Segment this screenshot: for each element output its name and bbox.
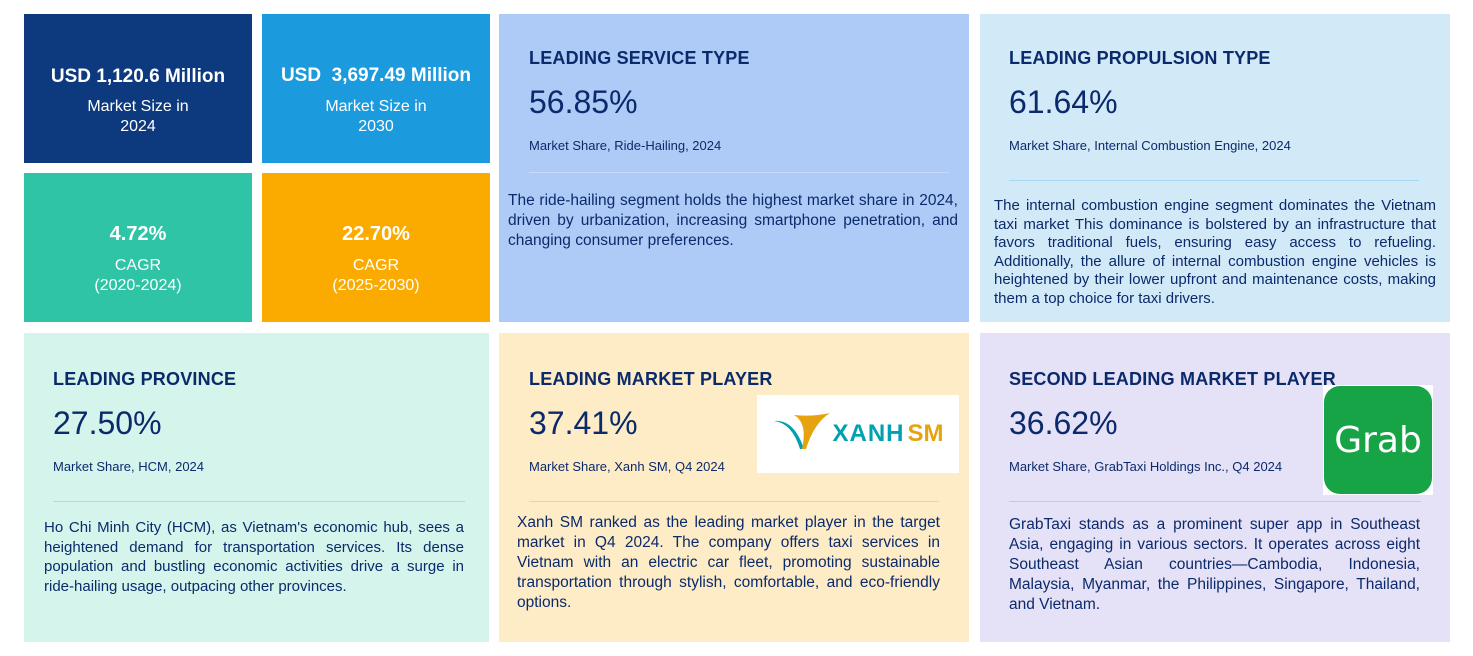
stat-value: USD 1,120.6 Million bbox=[50, 66, 226, 87]
card-subtitle: Market Share, Ride-Hailing, 2024 bbox=[529, 138, 722, 153]
card-second-leading-market-player: SECOND LEADING MARKET PLAYER 36.62% Mark… bbox=[980, 333, 1450, 642]
card-title: SECOND LEADING MARKET PLAYER bbox=[1009, 369, 1336, 389]
divider bbox=[529, 172, 949, 173]
card-percent: 37.41% bbox=[529, 405, 638, 441]
card-description: GrabTaxi stands as a prominent super app… bbox=[1009, 516, 1420, 613]
card-leading-market-player: LEADING MARKET PLAYER 37.41% Market Shar… bbox=[499, 333, 969, 642]
card-description: Xanh SM ranked as the leading market pla… bbox=[517, 514, 940, 611]
stat-value: 4.72% bbox=[109, 223, 167, 245]
stat-label: CAGR bbox=[352, 257, 400, 274]
card-subtitle: Market Share, HCM, 2024 bbox=[53, 459, 205, 474]
stat-market-size-2030: USD 3,697.49 Million Market Size in 2030 bbox=[262, 14, 490, 163]
card-title: LEADING SERVICE TYPE bbox=[529, 48, 750, 68]
stat-label: Market Size in bbox=[325, 98, 427, 115]
card-description: The internal combustion engine segment d… bbox=[994, 197, 1436, 307]
divider bbox=[1009, 180, 1419, 181]
divider bbox=[1009, 501, 1421, 502]
xanh-sm-icon bbox=[774, 413, 831, 449]
stat-label: (2020-2024) bbox=[94, 277, 182, 294]
stat-label: (2025-2030) bbox=[332, 277, 420, 294]
card-title: LEADING PROVINCE bbox=[53, 369, 237, 389]
card-leading-propulsion-type: LEADING PROPULSION TYPE 61.64% Market Sh… bbox=[980, 14, 1450, 322]
stat-market-size-2024: USD 1,120.6 Million Market Size in 2024 bbox=[24, 14, 252, 163]
card-percent: 27.50% bbox=[53, 405, 162, 441]
card-percent: 56.85% bbox=[529, 84, 638, 120]
card-title: LEADING MARKET PLAYER bbox=[529, 369, 773, 389]
grab-logo-icon: Grab bbox=[1324, 386, 1432, 494]
card-subtitle: Market Share, Internal Combustion Engine… bbox=[1009, 138, 1291, 153]
grab-logo-text: Grab bbox=[1334, 419, 1422, 461]
card-percent: 36.62% bbox=[1009, 405, 1118, 441]
stat-label: CAGR bbox=[114, 257, 162, 274]
stat-label: 2024 bbox=[120, 118, 156, 135]
xanh-logo-text-sm: SM bbox=[907, 420, 944, 447]
card-leading-service-type: LEADING SERVICE TYPE 56.85% Market Share… bbox=[499, 14, 969, 322]
card-percent: 61.64% bbox=[1009, 84, 1118, 120]
card-description: The ride-hailing segment holds the highe… bbox=[508, 192, 958, 249]
stat-label: Market Size in bbox=[87, 98, 189, 115]
stat-value: 22.70% bbox=[342, 223, 410, 245]
card-subtitle: Market Share, GrabTaxi Holdings Inc., Q4… bbox=[1009, 459, 1283, 474]
card-description: Ho Chi Minh City (HCM), as Vietnam's eco… bbox=[44, 519, 464, 595]
card-subtitle: Market Share, Xanh SM, Q4 2024 bbox=[529, 459, 725, 474]
stat-cagr-2020-2024: 4.72% CAGR (2020-2024) bbox=[24, 173, 252, 322]
card-title: LEADING PROPULSION TYPE bbox=[1009, 48, 1271, 68]
stat-cagr-2025-2030: 22.70% CAGR (2025-2030) bbox=[262, 173, 490, 322]
divider bbox=[53, 501, 465, 502]
grab-logo: Grab bbox=[1323, 385, 1433, 495]
stat-value: USD 3,697.49 Million bbox=[280, 65, 472, 86]
stat-label: 2030 bbox=[358, 118, 394, 135]
divider bbox=[529, 501, 939, 502]
xanh-logo-text: XANH bbox=[832, 420, 905, 447]
card-leading-province: LEADING PROVINCE 27.50% Market Share, HC… bbox=[24, 333, 489, 642]
xanh-sm-logo: XANH SM bbox=[757, 395, 959, 473]
